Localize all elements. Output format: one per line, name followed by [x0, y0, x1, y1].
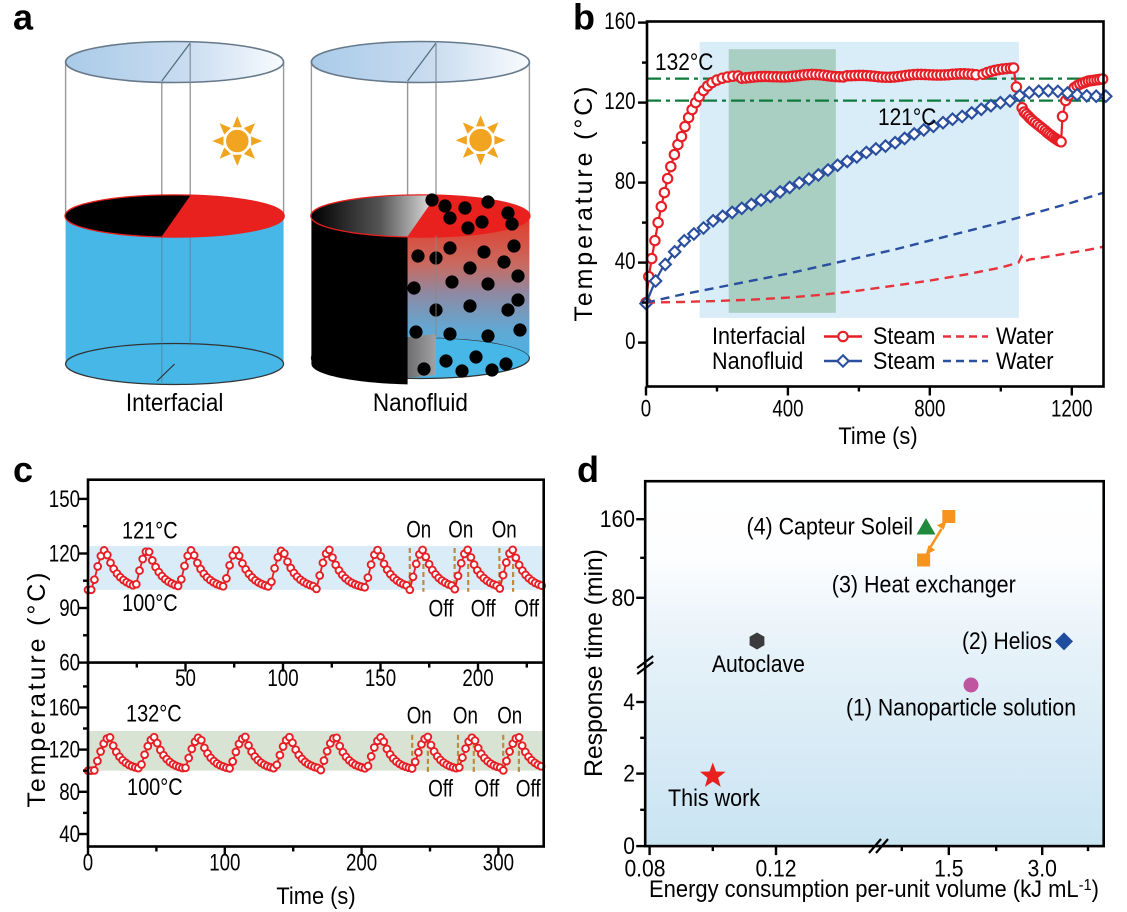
svg-text:50: 50: [175, 665, 196, 692]
svg-text:Off: Off: [429, 596, 454, 623]
svg-text:200: 200: [462, 665, 493, 692]
svg-text:On: On: [492, 517, 517, 544]
svg-text:120: 120: [49, 737, 80, 764]
svg-text:Autoclave: Autoclave: [712, 651, 805, 678]
svg-text:100: 100: [209, 850, 240, 877]
svg-text:Nanofluid: Nanofluid: [712, 348, 803, 375]
svg-text:90: 90: [59, 595, 80, 622]
svg-text:a: a: [13, 0, 34, 38]
svg-text:(1) Nanoparticle solution: (1) Nanoparticle solution: [846, 695, 1076, 722]
svg-text:Off: Off: [471, 596, 496, 623]
svg-text:160: 160: [49, 694, 80, 721]
svg-text:1200: 1200: [1051, 396, 1093, 423]
svg-text:1.5: 1.5: [934, 856, 963, 883]
svg-text:80: 80: [615, 168, 636, 195]
svg-text:Time (s): Time (s): [276, 883, 355, 910]
svg-text:0: 0: [625, 328, 635, 355]
svg-text:On: On: [406, 517, 431, 544]
svg-text:0: 0: [641, 396, 651, 423]
svg-text:60: 60: [59, 650, 80, 677]
svg-text:c: c: [13, 449, 33, 490]
svg-text:160: 160: [600, 506, 635, 533]
svg-text:150: 150: [49, 486, 80, 513]
svg-text:80: 80: [612, 585, 636, 612]
svg-text:Off: Off: [516, 775, 541, 802]
svg-text:Time (s): Time (s): [838, 423, 917, 450]
svg-text:121°C: 121°C: [122, 518, 178, 545]
svg-text:Nanofluid: Nanofluid: [373, 389, 468, 417]
svg-text:120: 120: [604, 88, 635, 115]
svg-text:Steam: Steam: [873, 348, 935, 375]
svg-text:150: 150: [365, 665, 396, 692]
svg-text:This work: This work: [668, 785, 761, 812]
svg-text:100°C: 100°C: [122, 590, 178, 617]
svg-text:4: 4: [623, 689, 635, 716]
svg-text:On: On: [453, 702, 478, 729]
svg-text:0: 0: [623, 833, 635, 860]
svg-text:On: On: [407, 702, 432, 729]
svg-text:160: 160: [604, 8, 635, 35]
svg-text:Interfacial: Interfacial: [712, 323, 806, 350]
svg-text:3.0: 3.0: [1028, 856, 1057, 883]
svg-text:Off: Off: [474, 775, 499, 802]
svg-text:b: b: [573, 0, 595, 38]
svg-text:132°C: 132°C: [655, 49, 713, 76]
svg-text:121°C: 121°C: [878, 104, 936, 131]
svg-text:40: 40: [59, 821, 80, 848]
svg-text:On: On: [448, 517, 473, 544]
svg-text:120: 120: [49, 540, 80, 567]
svg-text:200: 200: [346, 850, 377, 877]
svg-text:Energy consumption per-unit vo: Energy consumption per-unit volume (kJ m…: [649, 876, 1099, 903]
svg-text:800: 800: [914, 396, 945, 423]
svg-text:80: 80: [59, 779, 80, 806]
svg-text:Off: Off: [514, 596, 539, 623]
svg-text:100°C: 100°C: [127, 774, 183, 801]
svg-text:400: 400: [772, 396, 803, 423]
svg-text:Interfacial: Interfacial: [126, 389, 224, 417]
svg-text:300: 300: [483, 850, 514, 877]
svg-text:Off: Off: [428, 775, 453, 802]
svg-text:Water: Water: [996, 323, 1054, 350]
svg-text:Temperature (°C): Temperature (°C): [23, 573, 51, 808]
svg-text:Water: Water: [996, 348, 1054, 375]
svg-text:40: 40: [615, 248, 636, 275]
svg-text:Steam: Steam: [873, 323, 935, 350]
svg-text:Response time (min): Response time (min): [580, 549, 608, 777]
svg-text:0: 0: [83, 850, 93, 877]
svg-text:(3) Heat exchanger: (3) Heat exchanger: [832, 572, 1016, 599]
svg-text:132°C: 132°C: [126, 701, 182, 728]
svg-text:(2) Helios: (2) Helios: [962, 628, 1052, 655]
svg-text:0.12: 0.12: [755, 856, 796, 883]
svg-text:Temperature (°C): Temperature (°C): [570, 87, 598, 322]
svg-text:100: 100: [267, 665, 298, 692]
svg-text:On: On: [497, 702, 522, 729]
svg-text:0.08: 0.08: [624, 856, 665, 883]
svg-text:(4) Capteur Soleil: (4) Capteur Soleil: [747, 514, 914, 541]
svg-text:d: d: [577, 449, 599, 490]
svg-text:2: 2: [623, 761, 635, 788]
